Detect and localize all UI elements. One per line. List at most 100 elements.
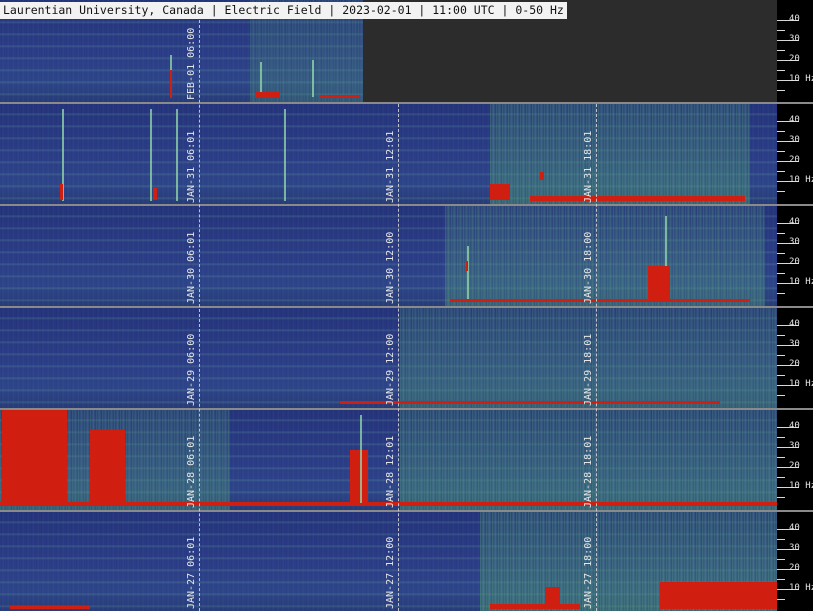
- axis-tick-label: 40: [789, 421, 800, 431]
- axis-tick-label: 30: [789, 339, 800, 349]
- red-burst: [255, 92, 280, 98]
- red-burst: [0, 502, 777, 506]
- axis-tick: [777, 589, 799, 590]
- axis-tick-label: 20: [789, 54, 800, 64]
- axis-tick: [777, 467, 799, 468]
- caption-header: Laurentian University, Canada | Electric…: [0, 2, 567, 19]
- axis-minor-tick: [777, 559, 785, 560]
- axis-tick: [777, 385, 799, 386]
- axis-tick: [777, 549, 799, 550]
- axis-minor-tick: [777, 50, 785, 51]
- axis-tick-label: 20: [789, 359, 800, 369]
- green-noise-region: [445, 206, 765, 306]
- green-noise-region: [400, 308, 777, 408]
- axis-minor-tick: [777, 457, 785, 458]
- axis-tick-label: 30: [789, 543, 800, 553]
- spectrogram-row-jan27: [0, 512, 777, 611]
- red-burst: [350, 450, 368, 506]
- spectrogram-row-jan30: [0, 206, 777, 306]
- red-burst: [648, 266, 670, 302]
- axis-tick-label: 10 Hz: [789, 379, 813, 389]
- time-label: FEB-01 06:00: [186, 27, 197, 100]
- axis-minor-tick: [777, 375, 785, 376]
- axis-tick: [777, 263, 799, 264]
- axis-tick: [777, 365, 799, 366]
- time-marker-06: [199, 20, 200, 611]
- time-label: JAN-31 06:01: [186, 130, 197, 203]
- red-burst: [153, 188, 157, 200]
- time-label: JAN-29 12:00: [385, 333, 396, 406]
- axis-tick: [777, 223, 799, 224]
- spectrogram-row-jan28: [0, 410, 777, 510]
- red-burst: [466, 261, 468, 271]
- frequency-axis: 40 30 20 10 Hz: [777, 206, 813, 306]
- band-texture: [0, 308, 777, 408]
- time-label: JAN-27 18:00: [583, 536, 594, 609]
- axis-tick-label: 40: [789, 523, 800, 533]
- axis-minor-tick: [777, 293, 785, 294]
- axis-minor-tick: [777, 233, 785, 234]
- time-label: JAN-28 18:01: [583, 435, 594, 508]
- frequency-axis: 40 30 20 10 Hz: [777, 308, 813, 408]
- time-label: JAN-27 06:01: [186, 536, 197, 609]
- axis-tick: [777, 80, 799, 81]
- red-burst: [530, 196, 745, 201]
- axis-minor-tick: [777, 253, 785, 254]
- time-label: JAN-30 12:00: [385, 231, 396, 304]
- time-label: JAN-28 06:01: [186, 435, 197, 508]
- axis-tick-label: 10 Hz: [789, 481, 813, 491]
- red-burst: [540, 172, 544, 180]
- row-separator: [0, 510, 813, 512]
- signal-spike: [150, 109, 152, 201]
- red-burst: [450, 299, 750, 302]
- axis-minor-tick: [777, 151, 785, 152]
- axis-tick-label: 20: [789, 563, 800, 573]
- axis-tick: [777, 40, 799, 41]
- axis-minor-tick: [777, 273, 785, 274]
- axis-minor-tick: [777, 171, 785, 172]
- time-label: JAN-29 06:00: [186, 333, 197, 406]
- time-label: JAN-30 18:00: [583, 231, 594, 304]
- red-burst: [2, 410, 67, 506]
- axis-minor-tick: [777, 355, 785, 356]
- red-burst: [320, 95, 360, 98]
- red-burst: [10, 606, 90, 609]
- axis-minor-tick: [777, 477, 785, 478]
- time-label: JAN-27 12:00: [385, 536, 396, 609]
- signal-spike: [62, 109, 64, 201]
- band-texture: [0, 410, 777, 510]
- axis-tick-label: 40: [789, 319, 800, 329]
- frequency-axis: 40 30 20 10 Hz: [777, 410, 813, 510]
- red-burst: [60, 184, 63, 200]
- axis-tick-label: 30: [789, 34, 800, 44]
- axis-tick: [777, 181, 799, 182]
- axis-tick: [777, 60, 799, 61]
- axis-tick-label: 30: [789, 441, 800, 451]
- axis-minor-tick: [777, 579, 785, 580]
- axis-tick-label: 10 Hz: [789, 583, 813, 593]
- row-separator: [0, 102, 813, 104]
- axis-minor-tick: [777, 335, 785, 336]
- axis-tick-label: 30: [789, 237, 800, 247]
- axis-tick-label: 10 Hz: [789, 175, 813, 185]
- band-texture: [0, 512, 777, 611]
- time-label: JAN-31 12:01: [385, 130, 396, 203]
- row-separator: [0, 408, 813, 410]
- frequency-axis: 40 30 20 10 Hz: [777, 512, 813, 611]
- axis-tick: [777, 447, 799, 448]
- axis-minor-tick: [777, 599, 785, 600]
- axis-tick-label: 40: [789, 115, 800, 125]
- red-burst: [170, 70, 172, 98]
- axis-minor-tick: [777, 90, 785, 91]
- axis-minor-tick: [777, 70, 785, 71]
- axis-tick-label: 20: [789, 155, 800, 165]
- axis-tick: [777, 161, 799, 162]
- axis-tick: [777, 529, 799, 530]
- red-burst: [545, 587, 560, 609]
- axis-minor-tick: [777, 191, 785, 192]
- red-burst: [340, 401, 720, 404]
- axis-tick-label: 10 Hz: [789, 277, 813, 287]
- signal-spike: [665, 216, 667, 301]
- red-burst: [660, 582, 777, 609]
